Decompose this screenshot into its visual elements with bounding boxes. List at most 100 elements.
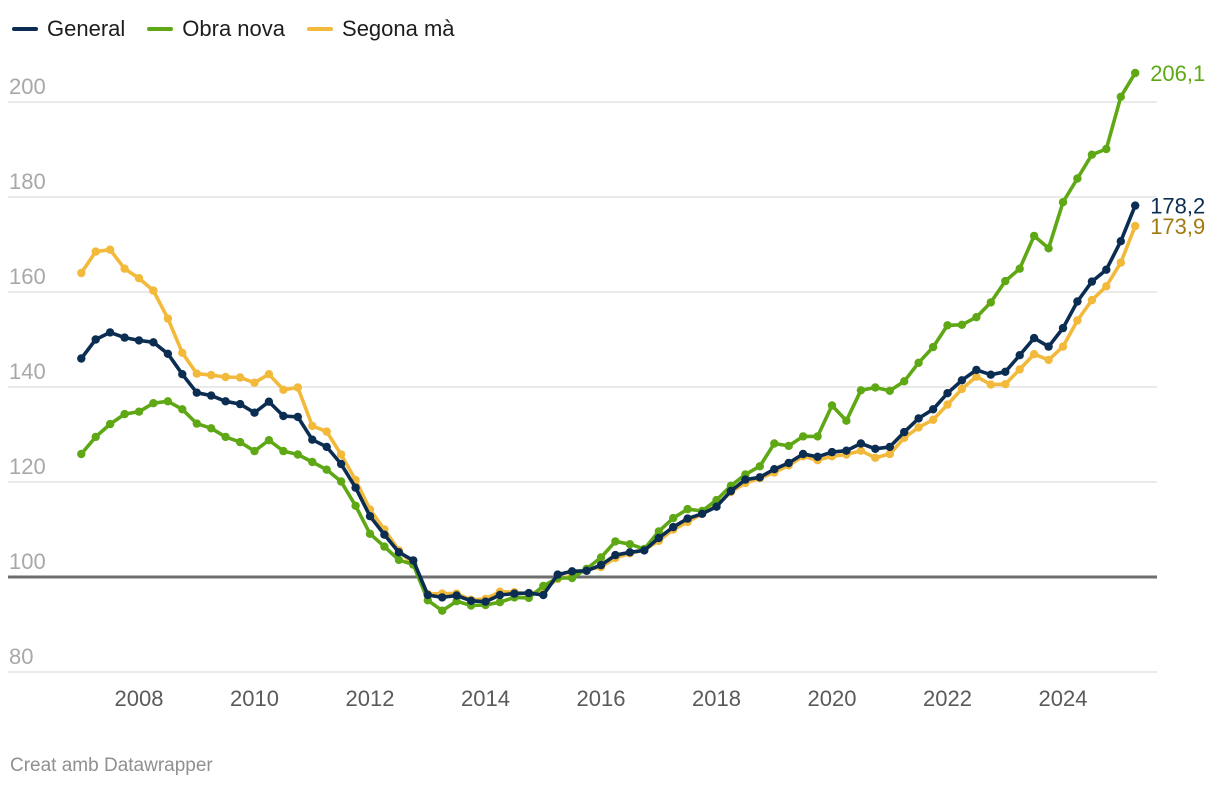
data-point bbox=[77, 268, 86, 278]
data-point bbox=[871, 453, 880, 462]
data-point bbox=[683, 504, 692, 514]
legend: General Obra nova Segona mà bbox=[12, 16, 455, 42]
data-point bbox=[149, 399, 158, 408]
data-point bbox=[914, 423, 923, 432]
data-point bbox=[510, 589, 519, 598]
data-point bbox=[669, 522, 678, 532]
data-point bbox=[1058, 198, 1068, 207]
data-point bbox=[178, 348, 187, 357]
data-point bbox=[625, 540, 635, 549]
data-point bbox=[293, 383, 302, 392]
data-point bbox=[871, 444, 880, 453]
legend-item: Obra nova bbox=[147, 16, 285, 42]
data-point bbox=[683, 514, 692, 523]
x-tick-label: 2010 bbox=[230, 686, 279, 711]
data-point bbox=[972, 313, 981, 322]
data-point bbox=[798, 449, 808, 459]
data-point bbox=[842, 416, 851, 425]
data-point bbox=[986, 298, 995, 307]
data-point bbox=[221, 432, 230, 442]
data-point bbox=[1131, 201, 1140, 210]
data-point bbox=[871, 383, 880, 392]
data-point bbox=[596, 560, 606, 570]
data-point bbox=[1087, 277, 1097, 286]
data-point bbox=[928, 342, 938, 352]
x-tick-label: 2020 bbox=[808, 686, 857, 711]
data-point bbox=[336, 450, 346, 459]
data-point bbox=[250, 408, 259, 417]
y-tick-label: 160 bbox=[9, 264, 46, 289]
x-tick-label: 2008 bbox=[115, 686, 164, 711]
data-point bbox=[77, 449, 86, 459]
data-point bbox=[192, 388, 201, 397]
data-point bbox=[726, 486, 736, 496]
data-point bbox=[207, 391, 216, 400]
data-point bbox=[264, 397, 274, 406]
data-point bbox=[279, 385, 288, 394]
data-point bbox=[495, 590, 505, 600]
end-label: 178,2 bbox=[1150, 194, 1205, 219]
data-point bbox=[986, 370, 995, 379]
data-point bbox=[1001, 367, 1010, 376]
end-label: 173,9 bbox=[1150, 214, 1205, 239]
data-point bbox=[1073, 316, 1082, 325]
data-point bbox=[221, 397, 230, 406]
footer-credit: Creat amb Datawrapper bbox=[10, 755, 213, 776]
data-point bbox=[1102, 144, 1111, 154]
data-point bbox=[784, 441, 793, 451]
legend-label: Segona mà bbox=[342, 16, 455, 41]
data-point bbox=[293, 450, 302, 459]
data-point bbox=[914, 358, 923, 367]
legend-item: Segona mà bbox=[307, 16, 455, 42]
y-tick-label: 180 bbox=[9, 169, 46, 194]
legend-swatch bbox=[12, 27, 38, 31]
data-point bbox=[712, 502, 721, 511]
data-point bbox=[221, 372, 230, 382]
data-point bbox=[1073, 297, 1082, 306]
data-point bbox=[351, 501, 360, 510]
data-point bbox=[972, 365, 981, 375]
data-point bbox=[770, 439, 779, 448]
data-point bbox=[178, 405, 187, 414]
data-point bbox=[553, 570, 562, 579]
grid-lines bbox=[8, 101, 1157, 673]
data-point bbox=[322, 465, 331, 474]
legend-swatch bbox=[147, 27, 174, 31]
data-point bbox=[322, 427, 331, 436]
data-point bbox=[1015, 351, 1024, 360]
data-point bbox=[134, 407, 144, 416]
data-point bbox=[856, 439, 866, 448]
end-value-labels: 178,2 206,1 173,9 bbox=[1150, 61, 1205, 239]
data-point bbox=[755, 462, 764, 471]
data-point bbox=[481, 597, 490, 606]
y-tick-label: 200 bbox=[9, 74, 46, 99]
data-point bbox=[1116, 258, 1126, 267]
data-point bbox=[957, 320, 967, 329]
data-point bbox=[207, 424, 216, 433]
data-point bbox=[1015, 264, 1024, 273]
data-point bbox=[1058, 342, 1068, 351]
data-point bbox=[235, 437, 245, 447]
data-point bbox=[625, 548, 635, 557]
data-point bbox=[163, 349, 173, 358]
data-point bbox=[943, 400, 952, 409]
data-point bbox=[91, 335, 100, 344]
data-point bbox=[611, 537, 620, 546]
data-point bbox=[105, 328, 115, 337]
data-point bbox=[134, 274, 144, 283]
data-point bbox=[654, 533, 663, 543]
data-point bbox=[163, 397, 173, 406]
data-point bbox=[1116, 237, 1126, 246]
y-tick-label: 100 bbox=[9, 549, 46, 574]
data-point bbox=[438, 606, 447, 615]
data-point bbox=[1058, 323, 1068, 333]
data-point bbox=[120, 264, 129, 273]
y-axis-tick-labels: 80 100 120 140 160 180 200 bbox=[9, 74, 46, 669]
series-line bbox=[79, 224, 1137, 602]
data-point bbox=[264, 370, 274, 379]
data-point bbox=[1102, 265, 1111, 274]
data-point bbox=[423, 590, 432, 600]
data-point bbox=[1087, 295, 1097, 305]
data-point bbox=[770, 465, 779, 474]
